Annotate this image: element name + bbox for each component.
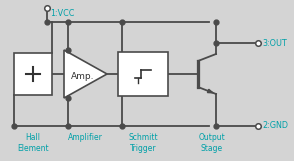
Text: Output
Stage: Output Stage — [199, 133, 225, 153]
Bar — [118, 52, 168, 96]
Text: 1:VCC: 1:VCC — [50, 9, 74, 18]
Text: Amp.: Amp. — [71, 71, 94, 80]
Text: 2:GND: 2:GND — [262, 122, 288, 131]
Text: Schmitt
Trigger: Schmitt Trigger — [128, 133, 158, 153]
Text: Hall
Element: Hall Element — [17, 133, 49, 153]
Polygon shape — [208, 89, 213, 93]
Bar — [14, 53, 52, 95]
Polygon shape — [64, 50, 107, 98]
Text: Amplifier: Amplifier — [68, 133, 103, 142]
Text: 3:OUT: 3:OUT — [262, 38, 287, 47]
